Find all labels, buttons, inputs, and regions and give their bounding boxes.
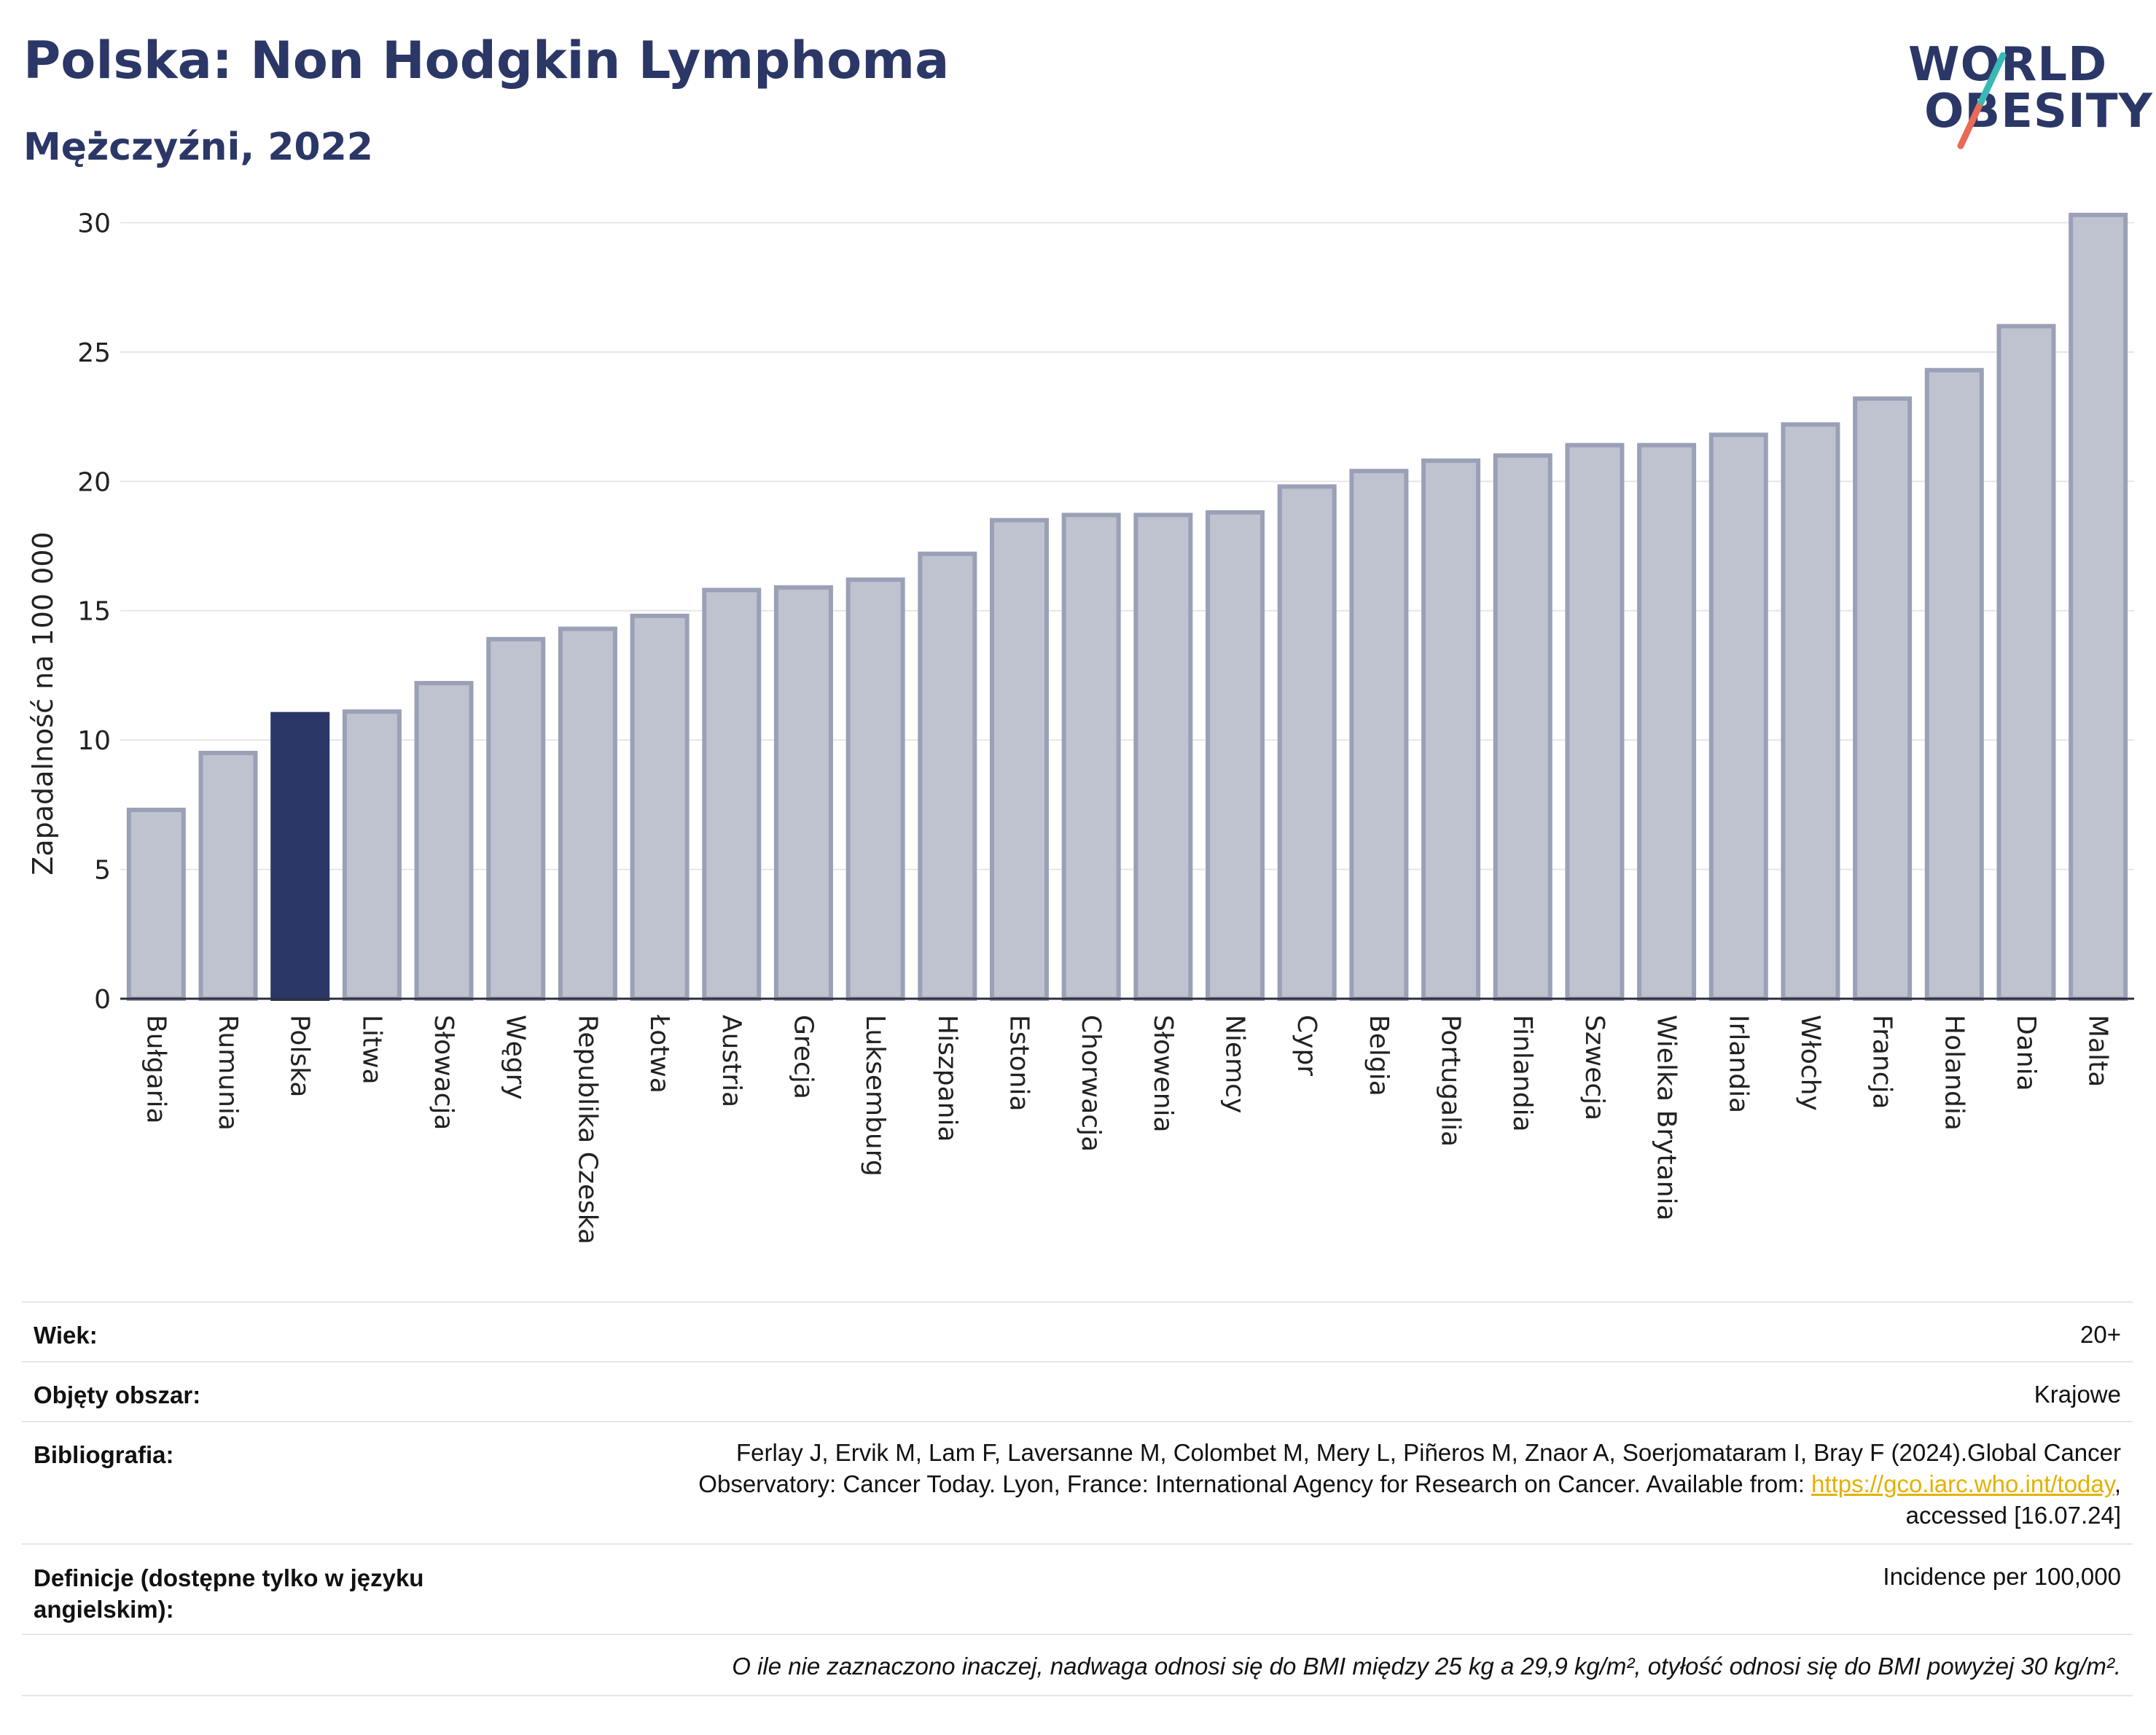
bar-10 bbox=[845, 577, 905, 1001]
bibliography-line2-end: , bbox=[2114, 1470, 2121, 1497]
bar-26 bbox=[1996, 324, 2056, 1001]
y-tick-label: 0 bbox=[94, 985, 111, 1015]
x-tick-label: Austria bbox=[716, 1015, 746, 1107]
x-tick-label: Estonia bbox=[1004, 1015, 1034, 1112]
info-row-note: O ile nie zaznaczono inaczej, nadwaga od… bbox=[22, 1634, 2133, 1696]
bmi-note: O ile nie zaznaczono inaczej, nadwaga od… bbox=[732, 1653, 2121, 1680]
bar-24 bbox=[1853, 396, 1913, 1002]
chart-subtitle: Mężczyźni, 2022 bbox=[23, 125, 373, 169]
y-tick-label: 15 bbox=[77, 597, 111, 627]
definitions-label: Definicje (dostępne tylko w języku angie… bbox=[34, 1564, 424, 1623]
bar-22 bbox=[1708, 432, 1768, 1001]
bar-17 bbox=[1349, 469, 1409, 1001]
x-tick-label: Irlandia bbox=[1723, 1015, 1753, 1113]
info-row-bibliography: Bibliografia: Ferlay J, Ervik M, Lam F, … bbox=[22, 1421, 2133, 1545]
bibliography-line1: Ferlay J, Ervik M, Lam F, Laversanne M, … bbox=[736, 1439, 2121, 1466]
age-value: 20+ bbox=[2080, 1321, 2121, 1348]
info-row-definitions: Definicje (dostępne tylko w języku angie… bbox=[22, 1543, 2133, 1635]
x-tick-label: Włochy bbox=[1795, 1015, 1825, 1111]
bar-15 bbox=[1206, 510, 1265, 1002]
chart-title: Polska: Non Hodgkin Lymphoma bbox=[23, 31, 950, 90]
x-tick-label: Luksemburg bbox=[860, 1015, 890, 1177]
coverage-label: Objęty obszar: bbox=[34, 1381, 201, 1408]
x-tick-label: Holandia bbox=[1939, 1015, 1969, 1131]
age-label: Wiek: bbox=[34, 1322, 98, 1349]
x-tick-label: Finlandia bbox=[1507, 1015, 1537, 1132]
definitions-value: Incidence per 100,000 bbox=[1883, 1563, 2121, 1590]
bar-4 bbox=[414, 681, 474, 1002]
x-tick-label: Chorwacja bbox=[1076, 1015, 1106, 1152]
bibliography-link[interactable]: https://gco.iarc.who.int/today bbox=[1811, 1470, 2114, 1497]
info-row-coverage: Objęty obszar: Krajowe bbox=[22, 1361, 2133, 1422]
y-axis-label: Zapadalność na 100 000 bbox=[27, 531, 59, 875]
x-tick-label: Rumunia bbox=[213, 1015, 243, 1131]
y-tick-label: 10 bbox=[77, 726, 111, 756]
bar-23 bbox=[1781, 422, 1840, 1001]
bar-12 bbox=[989, 518, 1049, 1001]
x-tick-label: Węgry bbox=[501, 1015, 531, 1100]
logo-slash-icon bbox=[1957, 52, 2007, 149]
x-tick-label: Malta bbox=[2083, 1015, 2113, 1087]
x-tick-label: Słowacja bbox=[429, 1015, 458, 1130]
logo-line1: WORLD bbox=[1908, 38, 2108, 92]
bar-27 bbox=[2069, 212, 2128, 1001]
x-tick-label: Belgia bbox=[1364, 1015, 1394, 1096]
bar-6 bbox=[558, 626, 617, 1001]
y-tick-label: 30 bbox=[77, 208, 111, 238]
x-tick-label: Republika Czeska bbox=[572, 1015, 602, 1244]
x-tick-label: Cypr bbox=[1292, 1015, 1321, 1076]
bar-1 bbox=[198, 750, 258, 1001]
bibliography-value: Ferlay J, Ervik M, Lam F, Laversanne M, … bbox=[698, 1437, 2121, 1531]
y-tick-label: 5 bbox=[94, 856, 111, 886]
x-tick-label: Grecja bbox=[788, 1015, 818, 1099]
bar-2 bbox=[270, 711, 330, 1001]
bibliography-line2-text: Observatory: Cancer Today. Lyon, France:… bbox=[698, 1470, 1812, 1497]
bibliography-label: Bibliografia: bbox=[34, 1441, 174, 1468]
coverage-value: Krajowe bbox=[2034, 1381, 2121, 1408]
bar-21 bbox=[1637, 442, 1697, 1002]
bar-7 bbox=[630, 613, 690, 1001]
bar-18 bbox=[1421, 458, 1481, 1001]
bar-13 bbox=[1061, 512, 1121, 1001]
x-tick-label: Słowenia bbox=[1148, 1015, 1178, 1133]
bar-20 bbox=[1565, 442, 1625, 1002]
bar-25 bbox=[1924, 367, 1984, 1001]
bar-8 bbox=[702, 588, 762, 1001]
x-tick-label: Łotwa bbox=[644, 1014, 674, 1093]
bar-16 bbox=[1277, 484, 1337, 1001]
x-tick-label: Dania bbox=[2011, 1015, 2041, 1091]
x-tick-label: Szwecja bbox=[1579, 1015, 1609, 1120]
bar-14 bbox=[1133, 512, 1193, 1001]
bibliography-line2: Observatory: Cancer Today. Lyon, France:… bbox=[698, 1468, 2121, 1500]
x-tick-label: Francja bbox=[1867, 1015, 1897, 1110]
world-obesity-logo: WORLD OBESITY bbox=[1895, 29, 2152, 160]
bar-11 bbox=[918, 551, 977, 1001]
bar-0 bbox=[126, 807, 186, 1001]
x-tick-label: Litwa bbox=[356, 1015, 386, 1085]
x-tick-label: Niemcy bbox=[1220, 1015, 1250, 1113]
bar-chart: 0 5 10 15 20 25 30 Zapadalność na 100 000 Bułgar… bbox=[27, 208, 2134, 1244]
x-tick-label: Polska bbox=[285, 1015, 315, 1097]
x-tick-label: Hiszpania bbox=[932, 1015, 962, 1142]
bibliography-line3: accessed [16.07.24] bbox=[1905, 1502, 2121, 1529]
bar-5 bbox=[486, 636, 546, 1001]
x-tick-label: Portugalia bbox=[1436, 1015, 1466, 1147]
x-tick-label: Wielka Brytania bbox=[1652, 1015, 1682, 1221]
bar-9 bbox=[773, 585, 833, 1001]
logo-line2: OBESITY bbox=[1924, 85, 2153, 139]
bar-19 bbox=[1493, 453, 1552, 1002]
y-tick-label: 25 bbox=[77, 338, 111, 368]
info-row-age: Wiek: 20+ bbox=[22, 1301, 2133, 1362]
y-tick-label: 20 bbox=[77, 467, 111, 497]
x-tick-label: Bułgaria bbox=[141, 1015, 171, 1124]
bar-3 bbox=[342, 709, 402, 1001]
